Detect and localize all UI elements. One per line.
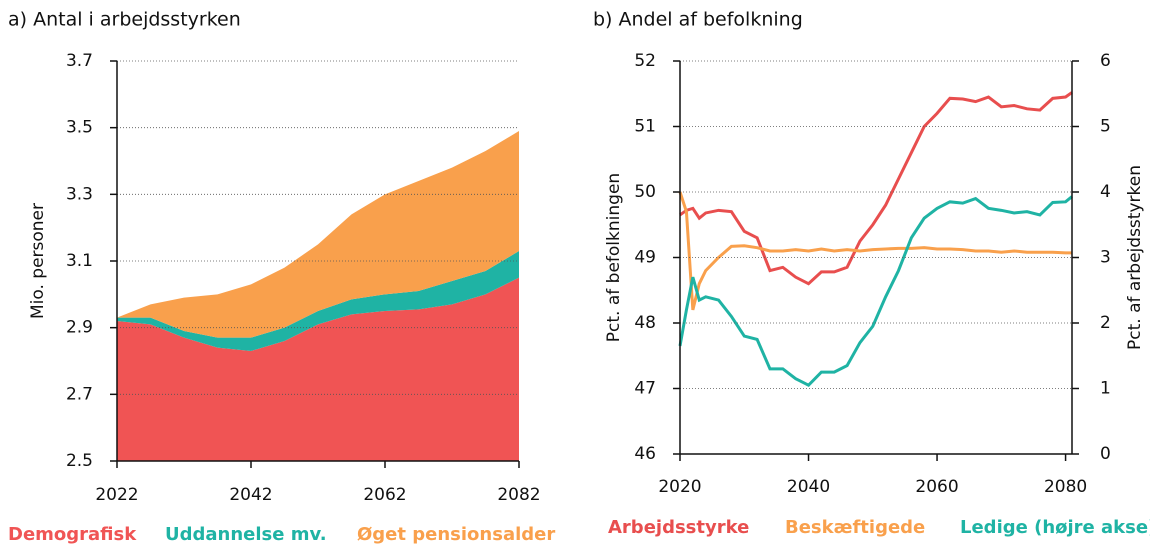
y-tick-label: 52 — [634, 51, 656, 71]
x-tick-label: 2080 — [1044, 477, 1087, 497]
legend-entry: Beskæftigede — [785, 517, 925, 538]
line — [679, 91, 1073, 286]
y-tick-label: 46 — [634, 444, 656, 464]
y-axis-label: Mio. personer — [28, 203, 48, 319]
y-tick-label: 2.7 — [66, 384, 93, 404]
x-tick-label: 2042 — [229, 485, 272, 505]
legend-entry: Øget pensionsalder — [357, 524, 555, 545]
y2-tick-label: 4 — [1100, 182, 1111, 202]
x-tick-label: 2062 — [363, 485, 406, 505]
line — [678, 195, 1073, 388]
y2-axis-label: Pct. af arbejdsstyrken — [1125, 165, 1145, 350]
legend-entry: Ledige (højre akse) — [960, 517, 1150, 538]
y-tick-label: 49 — [634, 248, 656, 268]
x-tick-label: 2040 — [787, 477, 830, 497]
y-tick-label: 2.9 — [66, 318, 93, 338]
y-tick-label: 3.3 — [66, 184, 93, 204]
y-axis-label: Pct. af befolkningen — [604, 173, 624, 342]
line — [678, 191, 1072, 311]
legend-entry: Uddannelse mv. — [165, 524, 327, 545]
y2-tick-label: 0 — [1100, 444, 1111, 464]
legend-entry: Demografisk — [8, 524, 137, 545]
y-tick-label: 2.5 — [66, 451, 93, 471]
legend-entry: Arbejdsstyrke — [608, 517, 749, 538]
x-tick-label: 2082 — [497, 485, 540, 505]
x-tick-label: 2060 — [915, 477, 958, 497]
y2-tick-label: 1 — [1100, 379, 1111, 399]
y-tick-label: 47 — [634, 379, 656, 399]
x-tick-label: 2022 — [95, 485, 138, 505]
y-tick-label: 3.7 — [66, 51, 93, 71]
y-tick-label: 3.5 — [66, 118, 93, 138]
y-tick-label: 3.1 — [66, 251, 93, 271]
chart-title: b) Andel af befolkning — [593, 9, 803, 31]
y-tick-label: 48 — [634, 313, 656, 333]
x-tick-label: 2020 — [658, 477, 701, 497]
area — [117, 131, 519, 338]
y2-tick-label: 6 — [1100, 51, 1111, 71]
area — [117, 277, 519, 461]
y2-tick-label: 5 — [1100, 117, 1111, 137]
y-tick-label: 50 — [634, 182, 656, 202]
y2-tick-label: 3 — [1100, 248, 1111, 268]
area — [117, 251, 519, 351]
chart-title: a) Antal i arbejdsstyrken — [8, 9, 241, 31]
y2-tick-label: 2 — [1100, 313, 1111, 333]
y-tick-label: 51 — [634, 117, 656, 137]
